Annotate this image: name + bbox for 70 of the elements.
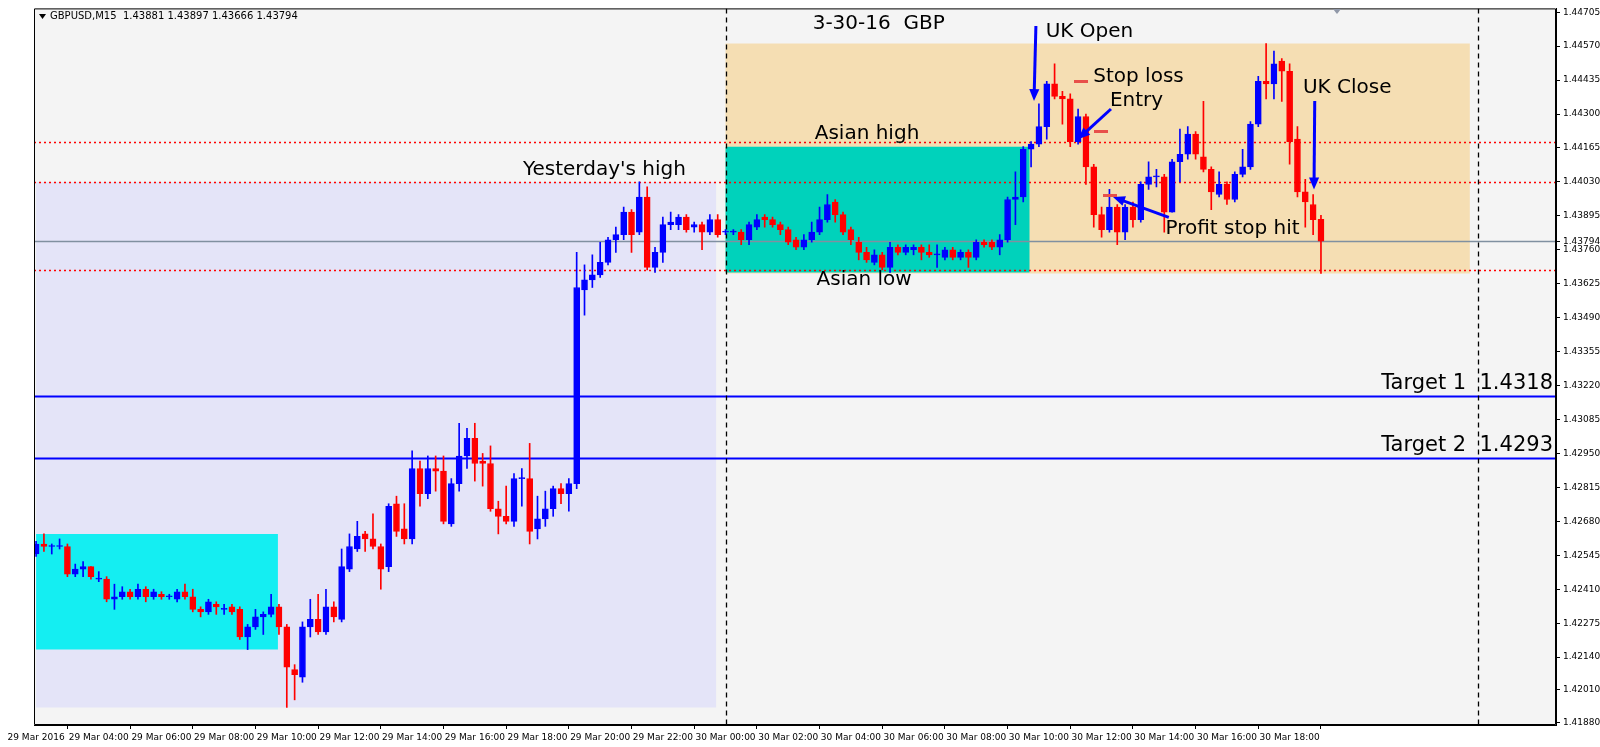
y-tick-label: 1.43085 [1563, 413, 1600, 424]
y-tick-label: 1.43895 [1563, 210, 1600, 221]
candlestick [502, 485, 510, 525]
y-tick-label: 1.44165 [1563, 142, 1600, 153]
x-tick-label: 30 Mar 12:00 [1071, 731, 1132, 742]
candlestick [1301, 179, 1309, 228]
candlestick [1027, 141, 1035, 168]
y-tick-label: 1.43490 [1563, 312, 1600, 323]
annotation: UK Close [1302, 74, 1392, 99]
y-tick-label: 1.42545 [1563, 549, 1600, 560]
x-tick-label: 30 Mar 06:00 [883, 731, 944, 742]
chart-title: 3-30-16 GBP [812, 9, 945, 34]
x-tick-label: 30 Mar 16:00 [1196, 731, 1258, 742]
x-tick-label: 29 Mar 2016 [7, 731, 65, 742]
x-tick-label: 29 Mar 10:00 [256, 731, 318, 742]
annotation: Asian high [814, 120, 920, 145]
y-tick-label: 1.43220 [1563, 379, 1600, 390]
ref-line-label: Target 1 1.4318 [1380, 369, 1553, 394]
candlestick [212, 601, 220, 615]
y-tick-label: 1.44030 [1563, 176, 1600, 187]
y-tick-label: 1.42140 [1563, 651, 1600, 662]
chart-subtitle: GBPUSD,M15 1.43881 1.43897 1.43666 1.43794 [50, 9, 298, 21]
y-tick-label: 1.44435 [1563, 74, 1600, 85]
annotation: Stop loss [1093, 63, 1184, 88]
candlestick [667, 211, 675, 230]
candlestick [95, 571, 103, 583]
annotation: Asian low [816, 266, 912, 291]
y-tick-label: 1.42950 [1563, 447, 1600, 458]
y-tick-label: 1.42815 [1563, 481, 1600, 492]
ref-line-label: Target 2 1.4293 [1380, 432, 1553, 457]
x-tick-label: 29 Mar 18:00 [507, 731, 568, 742]
x-tick-label: 29 Mar 20:00 [570, 731, 631, 742]
y-tick-label: 1.42010 [1563, 684, 1600, 695]
x-tick-label: 29 Mar 04:00 [68, 731, 130, 742]
x-tick-label: 29 Mar 06:00 [131, 731, 192, 742]
candlestick [259, 611, 267, 635]
candlestick [306, 598, 314, 638]
annotation: Profit stop hit [1165, 214, 1300, 239]
y-tick-label: 1.43355 [1563, 345, 1600, 356]
annotation: Yesterday's high [521, 155, 686, 180]
candlestick [1278, 58, 1286, 102]
x-tick-label: 30 Mar 02:00 [758, 731, 819, 742]
candlestick [612, 226, 620, 253]
x-tick-label: 30 Mar 14:00 [1134, 731, 1195, 742]
y-tick-label: 1.42410 [1563, 583, 1600, 594]
y-tick-label: 1.41880 [1563, 716, 1600, 727]
annotation: UK Open [1045, 18, 1134, 43]
x-tick-label: 29 Mar 22:00 [632, 731, 694, 742]
x-tick-label: 30 Mar 04:00 [820, 731, 882, 742]
candlestick [400, 503, 408, 545]
candlestick [761, 214, 769, 228]
x-tick-label: 29 Mar 16:00 [444, 731, 506, 742]
y-tick-label: 1.43760 [1563, 244, 1600, 255]
annotation: Entry [1109, 87, 1164, 112]
y-tick-label: 1.44570 [1563, 40, 1600, 51]
y-tick-label: 1.42275 [1563, 617, 1600, 628]
x-tick-label: 29 Mar 12:00 [319, 731, 380, 742]
x-tick-label: 30 Mar 00:00 [695, 731, 756, 742]
candlestick [925, 244, 933, 258]
y-tick-label: 1.43625 [1563, 278, 1600, 289]
x-tick-label: 30 Mar 08:00 [946, 731, 1007, 742]
x-tick-label: 29 Mar 14:00 [382, 731, 443, 742]
x-tick-label: 29 Mar 08:00 [194, 731, 255, 742]
y-tick-label: 1.44705 [1563, 6, 1600, 17]
y-tick-label: 1.44300 [1563, 108, 1600, 119]
y-tick-label: 1.43794 [1563, 235, 1600, 246]
x-tick-label: 30 Mar 10:00 [1008, 731, 1070, 742]
y-tick-label: 1.42680 [1563, 515, 1600, 526]
candlestick [933, 244, 941, 268]
x-tick-label: 30 Mar 18:00 [1259, 731, 1320, 742]
